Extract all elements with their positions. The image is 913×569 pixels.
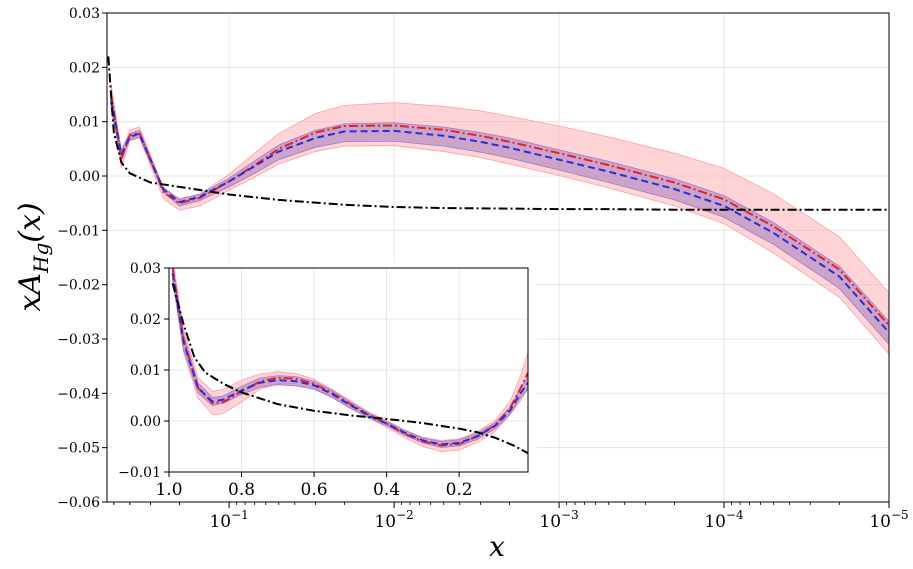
inset-y-tick-label: 0.00 [130, 414, 161, 430]
main-y-tick-label: −0.02 [57, 278, 100, 294]
inset-series-line-2 [171, 283, 528, 455]
main-series-line-0 [110, 94, 889, 327]
inset-plot: 0.03 0.02 0.01 0.00 −0.011.0 0.8 0.6 0.4 0.2 [112, 261, 537, 500]
main-series-line-2 [107, 56, 889, 211]
inset-x-tick-label: 0.6 [301, 480, 328, 500]
main-frame [106, 12, 890, 503]
main-y-tick-label: −0.06 [57, 495, 100, 511]
inset-x-tick-label: 1.0 [155, 480, 182, 500]
inset-axis-ticks: 0.03 0.02 0.01 0.00 −0.011.0 0.8 0.6 0.4 0.2 [118, 261, 473, 500]
main-x-tick-label: 10−4 [704, 508, 744, 532]
x-axis-title: x [489, 530, 505, 563]
main-y-tick-label: 0.00 [69, 169, 100, 185]
main-y-tick-label: 0.03 [69, 6, 100, 22]
main-y-tick-label: −0.01 [57, 223, 100, 239]
inset-x-tick-label: 0.2 [446, 480, 473, 500]
inset-series-band-1 [172, 268, 528, 448]
main-x-tick-label: 10−3 [539, 508, 578, 532]
inset-y-tick-label: 0.03 [130, 261, 161, 277]
main-y-tick-label: −0.04 [57, 386, 100, 402]
inset-x-tick-label: 0.4 [373, 480, 400, 500]
main-x-tick-label: 10−1 [209, 508, 248, 532]
main-y-tick-label: 0.02 [69, 60, 100, 76]
main-y-tick-label: 0.01 [69, 115, 100, 131]
inset-x-tick-label: 0.8 [228, 480, 255, 500]
main-series-band-0 [110, 83, 889, 355]
main-x-tick-label: 10−5 [869, 508, 908, 532]
main-axis-ticks: 0.03 0.02 0.01 0.00 −0.01 −0.02 −0.03 −0.04 −0.0… [57, 6, 909, 532]
main-y-tick-label: −0.03 [57, 332, 100, 348]
inset-background [112, 263, 537, 499]
inset-y-tick-label: 0.02 [130, 312, 161, 328]
inset-y-tick-label: −0.01 [118, 465, 161, 481]
main-series-band-1 [110, 91, 889, 346]
inset-series-group [171, 268, 528, 455]
inset-y-tick-label: 0.01 [130, 363, 161, 379]
main-x-tick-label: 10−2 [374, 508, 413, 532]
y-axis-title: xAHg(x) [13, 202, 53, 311]
inset-series-line-1 [171, 272, 528, 446]
main-y-tick-label: −0.05 [57, 441, 100, 457]
main-series-group [107, 56, 889, 355]
main-series-line-1 [110, 99, 889, 334]
